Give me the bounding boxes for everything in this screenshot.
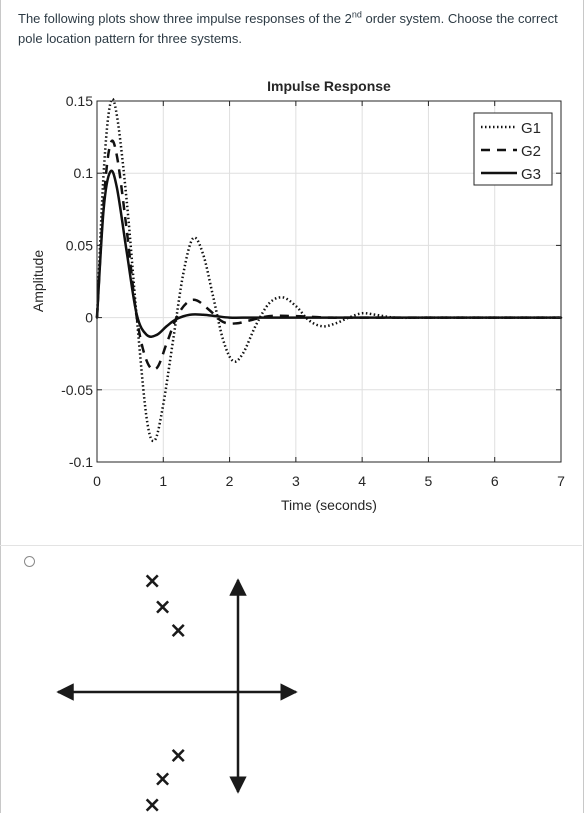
- plot-box: [96, 100, 562, 463]
- chart-title: Impulse Response: [267, 78, 391, 94]
- y-tick-label: -0.05: [61, 382, 93, 398]
- y-tick-label: -0.1: [69, 454, 93, 470]
- x-tick-label: 7: [557, 473, 565, 489]
- pole-marker: ×: [143, 569, 161, 594]
- legend: G1 G2 G3: [473, 112, 553, 186]
- x-tick-label: 5: [425, 473, 433, 489]
- x-tick-label: 4: [358, 473, 366, 489]
- answer-radio-button[interactable]: [24, 556, 35, 567]
- y-tick-label: 0.05: [66, 237, 93, 253]
- ticks: 0 1 2 3 4 5 6 7 0.15 0.1 0.05 0 -0.05 -0.1: [61, 93, 565, 489]
- grid: [96, 100, 562, 463]
- x-tick-label: 3: [292, 473, 300, 489]
- series-line-g1: [95, 97, 561, 443]
- question-text: The following plots show three impulse r…: [18, 9, 578, 49]
- legend-label-g1: G1: [521, 120, 541, 137]
- x-tick-label: 2: [226, 473, 234, 489]
- pole-marker: ×: [169, 619, 187, 644]
- impulse-response-chart: 0 1 2 3 4 5 6 7 0.15 0.1 0.05 0 -0.05 -0.1 Impulse Re…: [30, 78, 565, 513]
- y-tick-label: 0.15: [66, 93, 93, 109]
- x-tick-label: 0: [93, 473, 101, 489]
- option-divider: [0, 545, 582, 546]
- legend-label-g3: G3: [521, 166, 541, 183]
- question-superscript: nd: [351, 9, 362, 20]
- series-line-g3: [95, 169, 563, 339]
- y-tick-label: 0: [85, 310, 93, 326]
- poles: ××××××: [143, 569, 187, 813]
- legend-label-g2: G2: [521, 143, 541, 160]
- series-line-g2: [95, 139, 561, 371]
- question-text-start: The following plots show three impulse r…: [18, 11, 352, 26]
- question-text-end: order system. Choose the correct pole lo…: [18, 11, 558, 46]
- pole-marker: ×: [143, 793, 161, 813]
- x-axis-label: Time (seconds): [281, 497, 377, 513]
- y-axis-label: Amplitude: [30, 250, 46, 312]
- x-tick-label: 1: [159, 473, 167, 489]
- y-tick-label: 0.1: [74, 165, 94, 181]
- x-tick-label: 6: [491, 473, 499, 489]
- pole-marker: ×: [153, 595, 171, 620]
- legend-items: G1 G2 G3: [481, 120, 541, 183]
- pole-marker: ×: [169, 743, 187, 768]
- series-group: [95, 97, 563, 443]
- pole-marker: ×: [153, 767, 171, 792]
- pole-location-diagram: ××××××: [56, 569, 298, 813]
